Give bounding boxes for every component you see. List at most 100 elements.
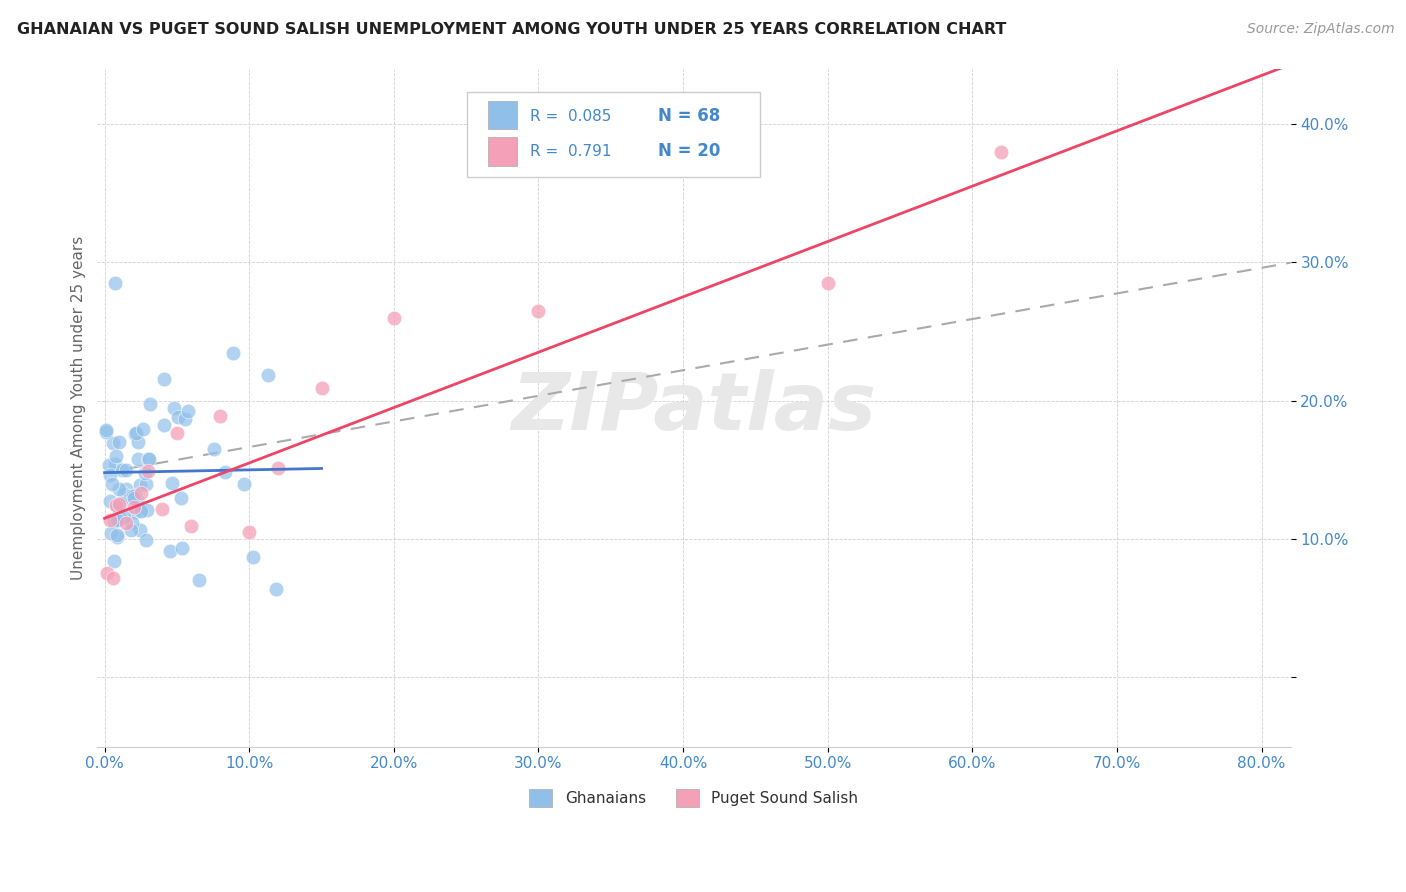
Point	[202, 442, 225, 456]
Point	[96, 425, 118, 440]
Point	[129, 478, 152, 492]
Point	[112, 486, 135, 500]
Point	[136, 502, 159, 516]
Point	[180, 519, 202, 533]
Point	[100, 525, 122, 540]
Point	[104, 276, 127, 290]
Point	[108, 497, 131, 511]
Point	[127, 493, 149, 508]
Point	[105, 449, 128, 463]
Point	[112, 509, 135, 524]
Point	[138, 452, 160, 467]
Point	[170, 541, 193, 556]
Point	[105, 527, 128, 541]
Point	[135, 533, 157, 548]
Point	[132, 422, 155, 436]
Point	[139, 397, 162, 411]
Point	[127, 452, 149, 467]
Point	[187, 573, 209, 587]
Point	[103, 553, 125, 567]
Text: N = 20: N = 20	[658, 143, 720, 161]
Text: R =  0.085: R = 0.085	[530, 109, 612, 124]
FancyBboxPatch shape	[467, 92, 759, 177]
Point	[122, 500, 145, 515]
Point	[120, 523, 142, 537]
Point	[103, 514, 125, 528]
Point	[238, 525, 260, 540]
Point	[110, 511, 132, 525]
Point	[167, 409, 190, 424]
Point	[105, 513, 128, 527]
Point	[264, 582, 287, 597]
Point	[115, 463, 138, 477]
Bar	[488, 101, 517, 129]
Point	[111, 463, 134, 477]
Y-axis label: Unemployment Among Youth under 25 years: Unemployment Among Youth under 25 years	[72, 235, 86, 580]
Point	[121, 490, 143, 504]
Point	[242, 549, 264, 564]
Point	[103, 571, 125, 585]
Text: Source: ZipAtlas.com: Source: ZipAtlas.com	[1247, 22, 1395, 37]
Legend: Ghanaians, Puget Sound Salish: Ghanaians, Puget Sound Salish	[523, 783, 865, 814]
Point	[136, 452, 159, 467]
Point	[98, 493, 121, 508]
Text: GHANAIAN VS PUGET SOUND SALISH UNEMPLOYMENT AMONG YOUTH UNDER 25 YEARS CORRELATI: GHANAIAN VS PUGET SOUND SALISH UNEMPLOYM…	[17, 22, 1007, 37]
Point	[104, 457, 127, 471]
Point	[115, 516, 138, 531]
Point	[233, 476, 256, 491]
Point	[311, 381, 333, 395]
Point	[98, 468, 121, 483]
Point	[124, 488, 146, 502]
Point	[129, 485, 152, 500]
Point	[153, 417, 176, 432]
Point	[257, 368, 280, 382]
Point	[166, 426, 188, 441]
Point	[177, 404, 200, 418]
Point	[108, 435, 131, 450]
Point	[129, 523, 152, 537]
Text: N = 68: N = 68	[658, 107, 720, 125]
Point	[382, 310, 405, 325]
Point	[115, 482, 138, 496]
Point	[124, 505, 146, 519]
Point	[135, 477, 157, 491]
Point	[152, 501, 174, 516]
Point	[107, 482, 129, 496]
Point	[103, 435, 125, 450]
Point	[127, 434, 149, 449]
Point	[527, 303, 550, 318]
Point	[163, 401, 186, 415]
Point	[214, 465, 236, 479]
Point	[110, 495, 132, 509]
Point	[122, 491, 145, 505]
Point	[174, 411, 197, 425]
Point	[131, 503, 153, 517]
Point	[105, 500, 128, 515]
Point	[98, 513, 121, 527]
Point	[134, 466, 156, 480]
Point	[124, 426, 146, 441]
Point	[105, 530, 128, 544]
Point	[96, 423, 118, 437]
Point	[129, 504, 152, 518]
Point	[162, 476, 184, 491]
Point	[105, 498, 128, 512]
Bar	[488, 137, 517, 166]
Point	[209, 409, 232, 424]
Point	[222, 346, 245, 360]
Point	[96, 566, 118, 581]
Point	[136, 464, 159, 478]
Point	[118, 488, 141, 502]
Point	[97, 458, 120, 472]
Point	[170, 491, 193, 505]
Text: R =  0.791: R = 0.791	[530, 144, 612, 159]
Text: ZIPatlas: ZIPatlas	[512, 368, 876, 447]
Point	[817, 276, 839, 290]
Point	[101, 476, 124, 491]
Point	[124, 426, 146, 441]
Point	[159, 544, 181, 558]
Point	[267, 461, 290, 475]
Point	[121, 516, 143, 531]
Point	[990, 145, 1012, 159]
Point	[153, 372, 176, 386]
